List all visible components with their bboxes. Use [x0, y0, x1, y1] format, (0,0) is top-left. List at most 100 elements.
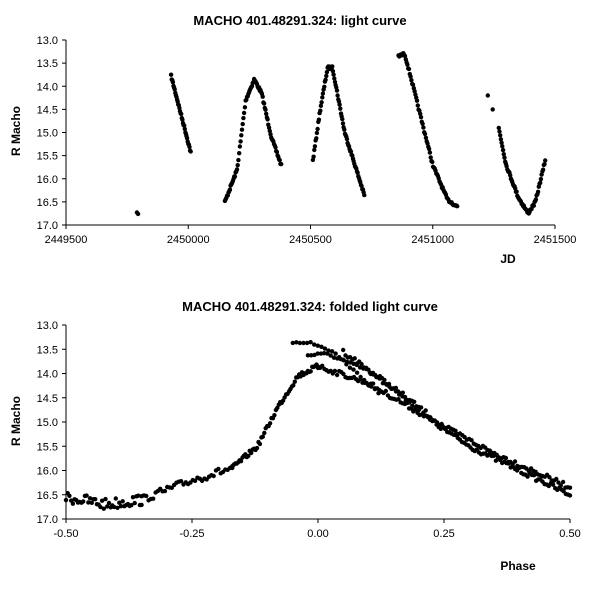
- data-point: [238, 139, 243, 144]
- data-point: [98, 504, 103, 510]
- data-point: [241, 110, 247, 116]
- data-point: [308, 369, 313, 374]
- x-tick-label: 2450500: [289, 234, 332, 246]
- folded-light-curve-chart: MACHO 401.48291.324: folded light curve …: [9, 299, 581, 573]
- data-point: [508, 173, 513, 178]
- data-point: [106, 500, 112, 506]
- data-point: [497, 129, 502, 134]
- data-point: [242, 105, 248, 110]
- data-point: [362, 192, 367, 198]
- data-point: [567, 485, 573, 490]
- data-point: [324, 69, 330, 75]
- data-point: [261, 101, 267, 106]
- data-point: [162, 488, 168, 494]
- data-point: [264, 111, 269, 117]
- data-point: [348, 149, 354, 154]
- data-point: [291, 383, 296, 388]
- data-point: [260, 434, 265, 439]
- data-point: [341, 358, 346, 363]
- data-point: [328, 353, 333, 358]
- data-point: [111, 504, 117, 510]
- data-point: [312, 342, 317, 347]
- data-point: [246, 453, 251, 459]
- data-point: [172, 87, 177, 92]
- data-point: [129, 503, 134, 508]
- data-point: [257, 441, 263, 447]
- data-point: [331, 72, 336, 77]
- data-point: [232, 174, 238, 179]
- data-point: [237, 144, 243, 149]
- data-point: [101, 506, 107, 511]
- data-point: [554, 476, 559, 482]
- data-point: [347, 365, 353, 370]
- data-point: [547, 475, 552, 480]
- data-point: [430, 159, 435, 165]
- data-point: [337, 102, 342, 107]
- data-point: [144, 493, 149, 499]
- data-point: [309, 353, 314, 358]
- data-point: [502, 155, 507, 160]
- data-point: [240, 121, 245, 127]
- data-point: [558, 483, 563, 488]
- data-point: [314, 130, 320, 136]
- data-point: [538, 176, 544, 182]
- data-point: [67, 493, 72, 498]
- data-point: [227, 187, 233, 192]
- data-point: [355, 170, 360, 175]
- data-point: [538, 180, 543, 185]
- data-point: [277, 157, 282, 163]
- data-point: [540, 167, 546, 172]
- data-point: [409, 78, 414, 83]
- data-point: [418, 111, 423, 117]
- data-point: [415, 103, 420, 108]
- data-point: [169, 485, 174, 490]
- y-tick-label: 17.0: [37, 514, 58, 526]
- data-point: [238, 459, 244, 464]
- data-point: [113, 496, 119, 501]
- data-point: [439, 421, 444, 427]
- data-point: [179, 111, 184, 117]
- data-point: [235, 163, 240, 168]
- data-point: [89, 500, 95, 505]
- data-point: [525, 474, 530, 479]
- data-point: [297, 340, 303, 346]
- data-point: [81, 499, 86, 504]
- data-point: [335, 93, 340, 98]
- y-tick-label: 13.5: [37, 344, 58, 356]
- data-point: [318, 103, 324, 109]
- data-point: [366, 367, 371, 372]
- data-point: [427, 150, 433, 155]
- data-point: [319, 100, 324, 105]
- data-point: [406, 66, 412, 72]
- data-point: [322, 351, 327, 356]
- data-point: [151, 496, 156, 501]
- data-point: [490, 107, 495, 112]
- data-point: [338, 356, 343, 362]
- y-axis-label: R Macho: [9, 106, 23, 156]
- data-point: [567, 493, 573, 498]
- x-tick-label: -0.25: [179, 528, 204, 540]
- x-tick-label: 0.50: [559, 528, 580, 540]
- data-point: [312, 144, 318, 149]
- x-tick-label: -0.50: [53, 528, 78, 540]
- data-point: [514, 189, 519, 194]
- y-tick-label: 13.0: [37, 35, 58, 47]
- y-tick-label: 15.0: [37, 128, 58, 140]
- data-point: [351, 367, 356, 372]
- data-point: [354, 370, 360, 375]
- y-tick-label: 14.5: [37, 104, 58, 116]
- data-point: [386, 381, 392, 387]
- axes: [62, 39, 556, 229]
- data-point: [314, 136, 319, 141]
- data-points: [63, 340, 573, 511]
- data-point: [273, 145, 278, 150]
- data-point: [105, 504, 110, 509]
- data-point: [63, 497, 69, 503]
- data-point: [344, 136, 350, 142]
- data-point: [499, 140, 504, 145]
- light-curve-chart: MACHO 401.48291.324: light curve R Macho…: [9, 13, 576, 266]
- x-axis-label: Phase: [500, 559, 536, 573]
- data-point: [423, 408, 428, 413]
- data-point: [304, 340, 310, 346]
